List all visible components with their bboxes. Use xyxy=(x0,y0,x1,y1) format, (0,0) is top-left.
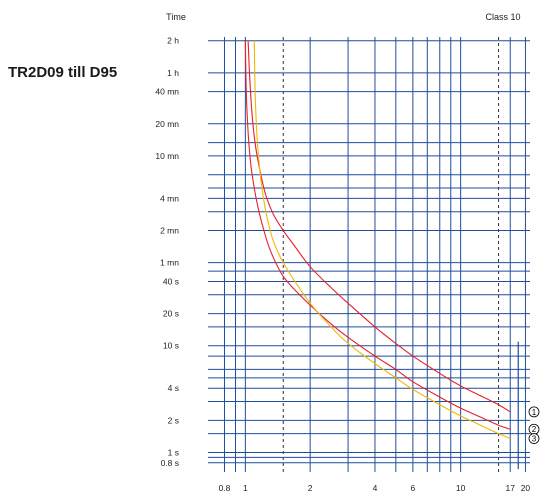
curve-3 xyxy=(253,40,511,440)
chart-title: TR2D09 till D95 xyxy=(8,64,117,81)
series-marker-label: 1 xyxy=(532,408,537,417)
x-tick-20: 20 xyxy=(521,483,531,493)
class-label: Class 10 xyxy=(485,12,520,22)
y-tick-10-mn: 10 mn xyxy=(155,151,179,161)
y-tick-1-s: 1 s xyxy=(168,447,179,457)
x-tick-2: 2 xyxy=(308,483,313,493)
y-tick-1-h: 1 h xyxy=(167,68,179,78)
x-tick-17: 17 xyxy=(506,483,516,493)
x-tick-labels: 0.8 1 2 4 6 10 17 20 xyxy=(219,483,531,493)
grid xyxy=(208,37,530,472)
x-tick-10: 10 xyxy=(456,483,466,493)
y-tick-20-s: 20 s xyxy=(163,309,179,319)
y-tick-0-8-s: 0.8 s xyxy=(161,458,179,468)
series-markers: 1 23 xyxy=(528,406,540,444)
y-tick-10-s: 10 s xyxy=(163,341,179,351)
y-axis-heading: Time xyxy=(166,12,186,22)
x-tick-1: 1 xyxy=(243,483,248,493)
y-tick-2-h: 2 h xyxy=(167,36,179,46)
x-tick-4: 4 xyxy=(373,483,378,493)
series-marker-label: 3 xyxy=(532,435,537,444)
y-tick-4-mn: 4 mn xyxy=(160,193,179,203)
series-marker-circle xyxy=(528,433,540,444)
series-marker-3: 3 xyxy=(528,433,540,444)
x-tick-0-8: 0.8 xyxy=(219,483,231,493)
series-marker-2: 2 xyxy=(528,423,540,435)
y-tick-2-mn: 2 mn xyxy=(160,226,179,236)
y-tick-40-s: 40 s xyxy=(163,276,179,286)
curve-1 xyxy=(247,40,511,413)
series-marker-label: 2 xyxy=(532,425,537,434)
y-tick-20-mn: 20 mn xyxy=(155,119,179,129)
y-tick-labels: 2 h 1 h 40 mn 20 mn 10 mn 4 mn 2 mn 1 mn 40 s 20 … xyxy=(155,36,179,468)
y-tick-40-mn: 40 mn xyxy=(155,87,179,97)
y-tick-1-mn: 1 mn xyxy=(160,258,179,268)
series-marker-1: 1 xyxy=(528,406,540,418)
y-tick-2-s: 2 s xyxy=(168,415,179,425)
x-tick-6: 6 xyxy=(411,483,416,493)
series-layer xyxy=(244,40,511,440)
series-marker-circle xyxy=(528,406,540,418)
curve-2 xyxy=(244,40,511,430)
y-tick-4-s: 4 s xyxy=(168,383,179,393)
